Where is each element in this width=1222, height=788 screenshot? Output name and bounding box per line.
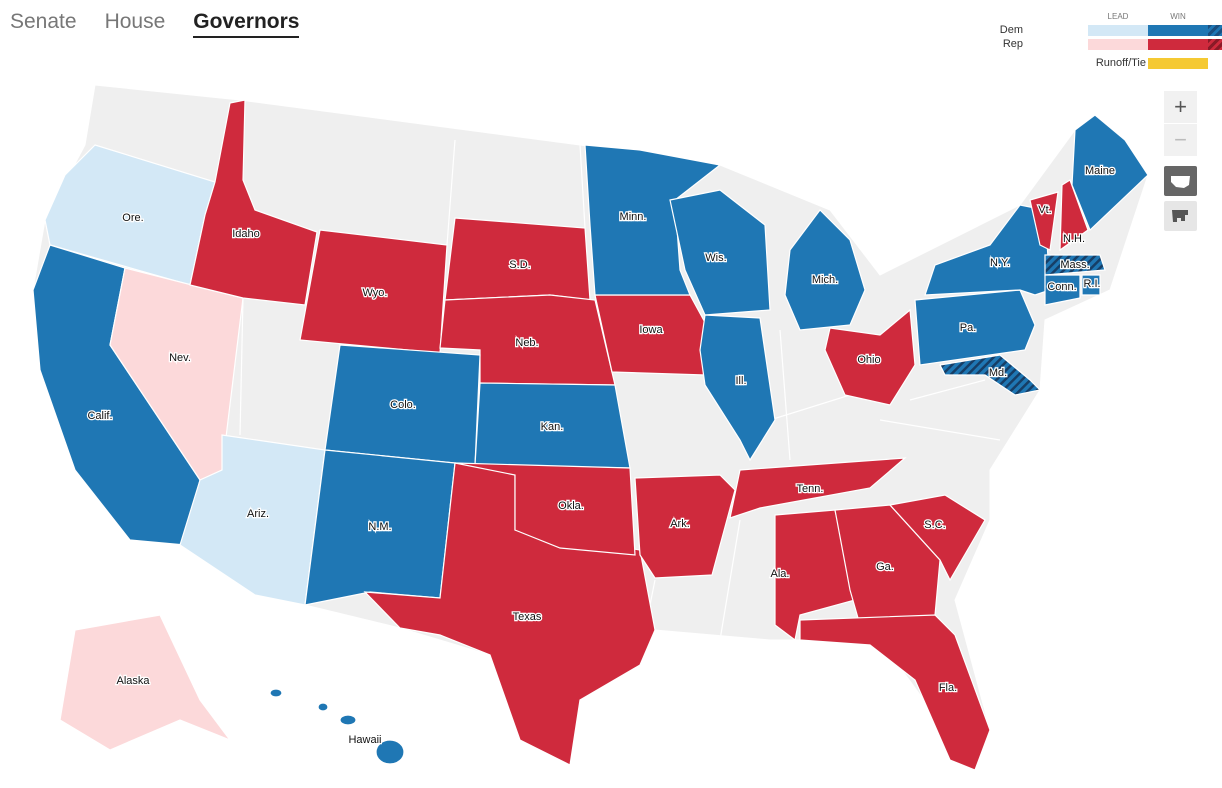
tab[interactable]: Governors — [193, 10, 300, 38]
legend-label: Dem — [999, 24, 1023, 36]
state-label: S.D. — [509, 259, 530, 271]
state-label: Maine — [1085, 165, 1115, 177]
state[interactable] — [914, 289, 1036, 366]
state-label: Ala. — [771, 568, 790, 580]
state[interactable] — [699, 314, 776, 462]
state-label: Wyo. — [363, 287, 388, 299]
state-label: Ariz. — [247, 508, 269, 520]
state-label: R.I. — [1083, 278, 1100, 290]
state-label: Neb. — [515, 337, 538, 349]
state-label: Kan. — [541, 421, 564, 433]
state[interactable] — [1044, 274, 1081, 306]
zoom-out[interactable]: − — [1164, 124, 1197, 157]
state[interactable] — [1071, 114, 1149, 232]
state-label: Wis. — [705, 252, 726, 264]
state-label: Fla. — [939, 682, 957, 694]
state[interactable] — [669, 189, 771, 316]
state-label: Nev. — [169, 352, 191, 364]
zoom-controls: + − — [1164, 91, 1197, 157]
state[interactable] — [1029, 191, 1059, 251]
state-label: Mass. — [1060, 259, 1089, 271]
state-label: Ore. — [122, 212, 143, 224]
state-label: Conn. — [1047, 281, 1076, 293]
state-label: N.H. — [1063, 233, 1085, 245]
cartogram-button[interactable] — [1164, 201, 1197, 231]
legend-row: Runoff/Tie — [995, 57, 1210, 70]
states: Ore. Calif. Nev. Idaho Wyo. S.D. Neb. Colo. Kan.… — [32, 99, 1149, 771]
state-label: Ark. — [670, 518, 690, 530]
state-label: Idaho — [232, 228, 260, 240]
legend-swatch — [1208, 25, 1222, 36]
legend-swatch — [1208, 39, 1222, 50]
legend-swatch — [1088, 25, 1148, 36]
state[interactable] — [1081, 274, 1101, 296]
legend-row: Dem — [995, 24, 1222, 37]
state[interactable] — [59, 614, 232, 751]
state-label: N.Y. — [990, 257, 1010, 269]
state-label: Md. — [989, 367, 1007, 379]
state[interactable] — [784, 209, 866, 331]
state-label: Pa. — [960, 322, 977, 334]
icon — [1171, 176, 1190, 188]
tab-bar: Senate House Governors — [10, 10, 300, 38]
state-label: Iowa — [639, 324, 663, 336]
state-label: Vt. — [1038, 204, 1051, 216]
state-label: Ohio — [857, 354, 880, 366]
state[interactable] — [799, 614, 991, 771]
state[interactable] — [888, 494, 986, 582]
tab[interactable]: House — [104, 10, 166, 33]
state-label: Hawaii — [348, 734, 381, 746]
legend-column-header: LEAD — [1107, 12, 1129, 21]
legend-swatch — [1088, 39, 1148, 50]
state[interactable] — [824, 308, 916, 406]
state-label: Texas — [513, 611, 542, 623]
legend-label: Rep — [1002, 38, 1023, 50]
state[interactable] — [939, 354, 1042, 396]
state[interactable] — [189, 99, 318, 306]
state-label: Ill. — [736, 375, 747, 387]
legend-column-header: WIN — [1170, 12, 1186, 21]
state[interactable] — [454, 462, 636, 556]
legend-row: Rep — [995, 38, 1222, 51]
zoom-in[interactable]: + — [1164, 91, 1197, 124]
state-label: S.C. — [924, 519, 945, 531]
legend-swatch — [1148, 39, 1208, 50]
state-label: Minn. — [620, 211, 647, 223]
legend-label: Runoff/Tie — [1095, 57, 1146, 69]
state[interactable] — [1044, 254, 1106, 276]
state[interactable] — [634, 474, 736, 579]
state-label: Okla. — [558, 500, 584, 512]
tab[interactable]: Senate — [10, 10, 77, 33]
state[interactable] — [1059, 179, 1089, 252]
state-label: Calif. — [87, 410, 112, 422]
legend-swatch — [1148, 58, 1208, 69]
state[interactable] — [729, 457, 907, 519]
state-label: Tenn. — [797, 483, 824, 495]
state-label: Colo. — [390, 399, 416, 411]
state[interactable] — [269, 688, 405, 765]
state-label: N.M. — [368, 521, 391, 533]
icon — [1172, 210, 1188, 222]
legend-swatch — [1148, 25, 1208, 36]
state[interactable] — [584, 144, 722, 296]
us-view-button[interactable] — [1164, 166, 1197, 196]
state-label: Ga. — [876, 561, 894, 573]
state-label: Alaska — [116, 675, 150, 687]
state-label: Mich. — [812, 274, 838, 286]
